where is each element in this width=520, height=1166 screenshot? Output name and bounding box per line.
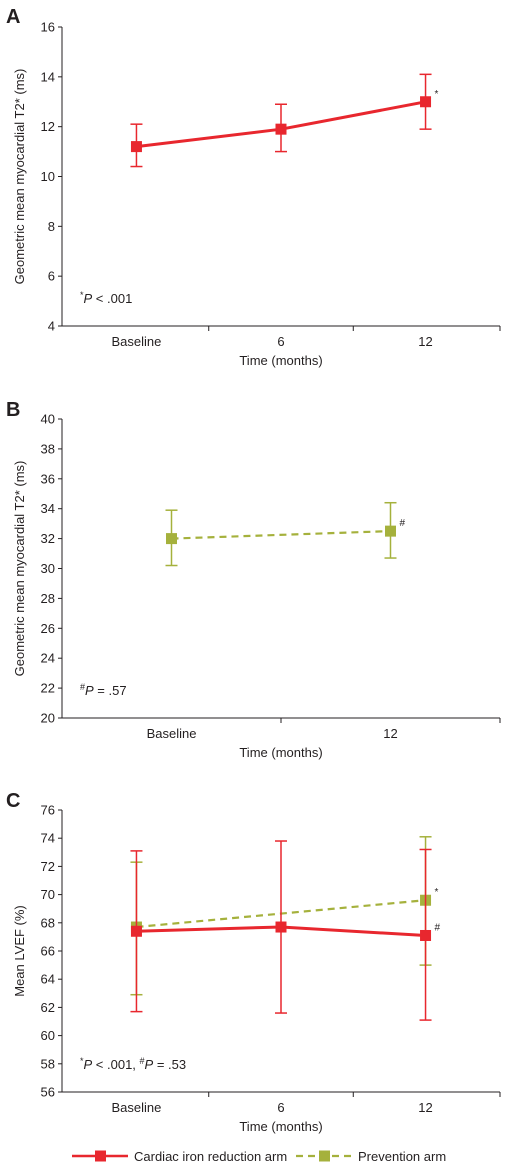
y-tick-label: 4 [48,319,55,334]
y-tick-label: 34 [41,501,55,516]
panel-letter: B [6,399,20,421]
data-point [275,123,287,135]
x-tick-label: Baseline [112,334,162,349]
p-value-p: P [85,683,94,698]
y-tick-label: 22 [41,681,55,696]
series-reduction: # [130,840,441,1021]
y-tick-label: 8 [48,219,55,234]
y-axis-title: Geometric mean myocardial T2* (ms) [12,69,27,285]
x-tick-label: Baseline [147,726,197,741]
x-tick-label: Baseline [112,1100,162,1115]
x-tick-label: 12 [383,726,397,741]
data-point [385,525,396,537]
significance-marker: # [400,518,406,529]
x-tick-label: 6 [277,334,284,349]
x-tick-label: 12 [418,334,432,349]
y-tick-label: 72 [41,859,55,874]
p-value-p: P [84,291,93,306]
p-value-text: = .57 [94,683,127,698]
y-axis-title: Mean LVEF (%) [12,905,27,997]
p-value-symbol: # [140,1056,145,1066]
data-point [130,141,142,153]
y-tick-label: 76 [41,803,55,818]
p-value-text: = .53 [153,1057,186,1072]
p-value-annotation: #P = .57 [80,682,127,698]
x-axis-title: Time (months) [239,353,322,368]
x-axis-title: Time (months) [239,1119,322,1134]
p-value-symbol: * [80,1056,84,1066]
p-value-p: P [145,1057,154,1072]
data-point [420,929,432,941]
legend-label-prevention-arm: Prevention arm [358,1149,446,1164]
y-tick-label: 60 [41,1028,55,1043]
panel-a: A 4 6 8 10 12 14 16 Baseline 6 12 Time (months) Geom… [6,6,501,368]
panel-letter: A [6,6,20,28]
y-tick-label: 36 [41,471,55,486]
p-value-annotation: *P < .001 [80,290,132,306]
y-tick-label: 14 [41,69,55,84]
p-value-symbol: * [80,290,84,300]
legend-marker-reduction [95,1150,106,1162]
data-point [166,533,177,545]
p-value-symbol: # [80,682,85,692]
series-prevention: * [130,836,439,996]
y-tick-label: 26 [41,621,55,636]
y-tick-label: 58 [41,1056,55,1071]
data-point [275,921,287,933]
y-tick-label: 62 [41,1000,55,1015]
panel-b: B 20 22 24 26 28 30 32 34 36 38 40 Baseline 12 Time (m… [6,399,501,760]
p-value-annotation: *P < .001, #P = .53 [80,1056,186,1072]
p-value-text: < .001, [92,1057,139,1072]
significance-marker: * [435,887,439,898]
panel-c: C 56 58 60 62 64 66 68 70 72 74 76 Baseline 6 12 Time (… [6,790,501,1134]
y-tick-label: 16 [41,20,55,35]
y-tick-label: 32 [41,531,55,546]
y-tick-label: 12 [41,119,55,134]
p-value-text: < .001 [92,291,132,306]
y-tick-label: 68 [41,915,55,930]
y-tick-label: 70 [41,887,55,902]
y-tick-label: 66 [41,944,55,959]
y-tick-label: 56 [41,1085,55,1100]
y-tick-label: 20 [41,711,55,726]
y-tick-label: 64 [41,972,55,987]
significance-marker: * [435,89,439,100]
y-tick-label: 38 [41,441,55,456]
x-tick-label: 6 [277,1100,284,1115]
y-tick-label: 10 [41,169,55,184]
y-tick-label: 40 [41,412,55,427]
series-prevention: # [165,501,406,567]
y-tick-label: 28 [41,591,55,606]
x-tick-label: 12 [418,1100,432,1115]
y-tick-label: 74 [41,831,55,846]
data-point [420,96,432,108]
y-tick-label: 30 [41,561,55,576]
data-point [130,925,142,937]
y-axis-title: Geometric mean myocardial T2* (ms) [12,461,27,677]
p-value-p: P [84,1057,93,1072]
y-tick-label: 6 [48,269,55,284]
legend-label-cardiac-iron-reduction-arm: Cardiac iron reduction arm [134,1149,287,1164]
series-reduction: * [130,73,439,168]
series-line-prevention [171,530,391,540]
legend-marker-prevention [319,1150,330,1162]
x-axis-title: Time (months) [239,745,322,760]
panel-letter: C [6,790,20,812]
legend: Cardiac iron reduction arm Prevention arm [72,1149,446,1164]
significance-marker: # [435,922,441,933]
y-tick-label: 24 [41,651,55,666]
